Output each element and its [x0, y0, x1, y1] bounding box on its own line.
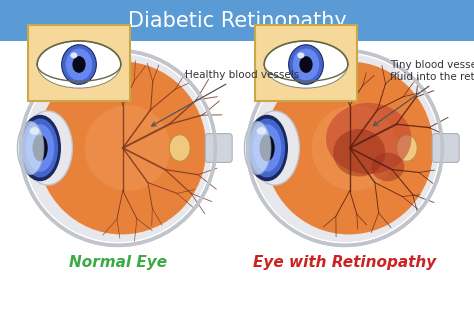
Ellipse shape	[247, 51, 442, 245]
Ellipse shape	[62, 45, 96, 84]
Ellipse shape	[33, 135, 48, 161]
Ellipse shape	[37, 41, 121, 88]
Ellipse shape	[264, 41, 348, 88]
Text: Eye with Retinopathy: Eye with Retinopathy	[254, 255, 437, 270]
Ellipse shape	[333, 129, 385, 176]
Ellipse shape	[73, 56, 86, 73]
Ellipse shape	[246, 115, 288, 181]
FancyBboxPatch shape	[205, 134, 232, 162]
FancyBboxPatch shape	[0, 0, 474, 41]
Ellipse shape	[297, 52, 304, 58]
Ellipse shape	[256, 127, 266, 135]
Ellipse shape	[24, 54, 212, 242]
Text: Healthy blood vessels: Healthy blood vessels	[152, 70, 299, 126]
Ellipse shape	[169, 135, 190, 161]
Ellipse shape	[259, 135, 275, 161]
Ellipse shape	[30, 127, 39, 135]
Ellipse shape	[70, 52, 77, 58]
Ellipse shape	[244, 121, 271, 175]
Text: Tiny blood vessels leak
fluid into the retina: Tiny blood vessels leak fluid into the r…	[374, 60, 474, 126]
FancyBboxPatch shape	[432, 134, 459, 162]
Ellipse shape	[21, 51, 215, 245]
Ellipse shape	[26, 124, 55, 172]
Ellipse shape	[396, 135, 417, 161]
Ellipse shape	[371, 153, 404, 181]
FancyBboxPatch shape	[28, 25, 130, 101]
FancyBboxPatch shape	[255, 25, 357, 101]
Ellipse shape	[249, 119, 285, 177]
Ellipse shape	[22, 119, 58, 177]
Ellipse shape	[23, 111, 73, 185]
Ellipse shape	[19, 115, 61, 181]
Ellipse shape	[250, 111, 300, 185]
Text: Normal Eye: Normal Eye	[69, 255, 167, 270]
Ellipse shape	[326, 103, 411, 174]
Ellipse shape	[66, 48, 92, 80]
Ellipse shape	[37, 62, 206, 234]
Ellipse shape	[85, 105, 170, 191]
Ellipse shape	[300, 56, 313, 73]
Ellipse shape	[264, 62, 433, 234]
Text: Diabetic Retinopathy: Diabetic Retinopathy	[128, 11, 346, 31]
Ellipse shape	[289, 45, 323, 84]
Ellipse shape	[293, 48, 319, 80]
Ellipse shape	[312, 105, 397, 191]
Ellipse shape	[251, 54, 439, 242]
Ellipse shape	[253, 124, 282, 172]
Ellipse shape	[17, 121, 44, 175]
